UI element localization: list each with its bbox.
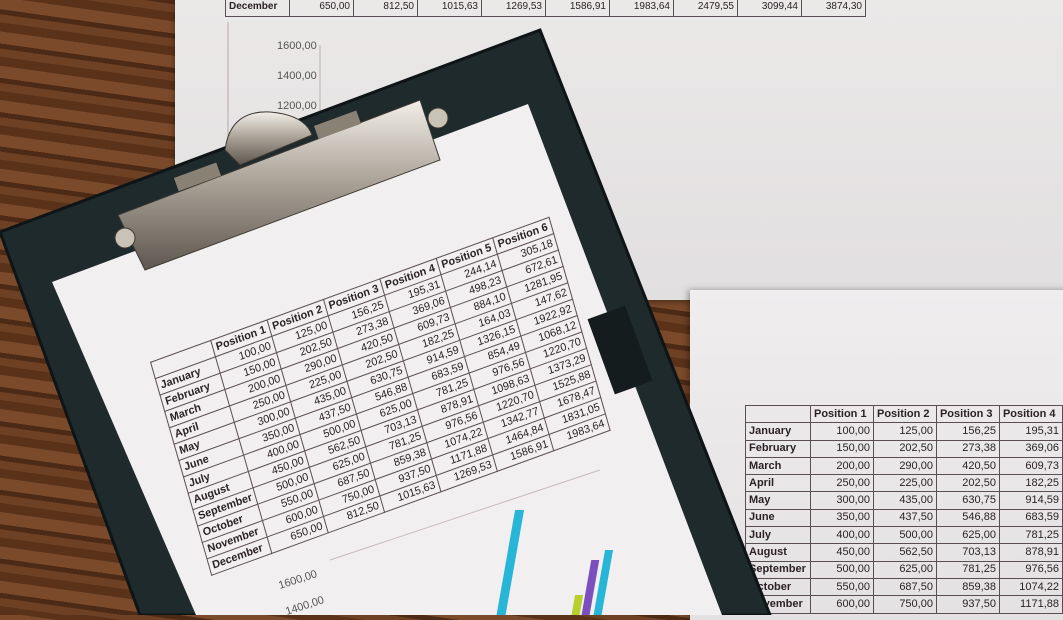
- table-row: September 500,00 625,00 781,25 976,56: [745, 560, 1063, 579]
- axis-label: 1600,00: [277, 40, 317, 52]
- bar: [495, 510, 525, 615]
- cell: 1171,88: [998, 595, 1063, 614]
- bar: [570, 595, 584, 615]
- table-row: April 250,00 225,00 202,50 182,25: [745, 474, 1063, 493]
- table-row: March 200,00 290,00 420,50 609,73: [745, 456, 1063, 476]
- cell: 400,00: [810, 526, 874, 545]
- column-header: Position 2: [872, 404, 937, 424]
- cell: 450,00: [810, 543, 874, 562]
- bar: [580, 560, 600, 615]
- cell: 156,25: [935, 422, 1000, 441]
- cell: 683,59: [998, 508, 1063, 528]
- cell: 878,91: [998, 543, 1063, 562]
- cell: 859,38: [935, 577, 1000, 597]
- december-row-table: December 650,00 812,50 1015,63 1269,53 1586,9…: [225, 0, 866, 17]
- table-row: October 550,00 687,50 859,38 1074,22: [745, 577, 1063, 597]
- cell: 625,00: [872, 560, 937, 579]
- cell: 750,00: [872, 595, 937, 614]
- cell: 625,00: [935, 526, 1000, 545]
- cell: 1074,22: [998, 577, 1063, 597]
- month-cell: April: [745, 474, 811, 493]
- cell: 781,25: [998, 526, 1063, 545]
- cell: 420,50: [935, 456, 1000, 476]
- column-header: Position 4: [998, 404, 1063, 424]
- axis-label: 1200,00: [277, 100, 317, 112]
- right-spreadsheet-table: Position 1 Position 2 Position 3 Position 4…: [745, 404, 1063, 614]
- month-cell: May: [745, 491, 811, 510]
- table-row: February 150,00 202,50 273,38 369,06: [745, 439, 1063, 458]
- cell: 781,25: [935, 560, 1000, 579]
- cell: 600,00: [810, 595, 874, 614]
- table-row: August 450,00 562,50 703,13 878,91: [745, 543, 1063, 562]
- cell: 937,50: [935, 595, 1000, 614]
- cell: 3874,30: [801, 0, 866, 17]
- bar: [592, 550, 614, 615]
- axis-label: 1400,00: [277, 70, 317, 82]
- clipboard-strap: [587, 305, 653, 395]
- cell: 250,00: [810, 474, 874, 493]
- cell: 562,50: [872, 543, 937, 562]
- table-row: November 600,00 750,00 937,50 1171,88: [745, 595, 1063, 614]
- cell: 200,00: [810, 456, 874, 476]
